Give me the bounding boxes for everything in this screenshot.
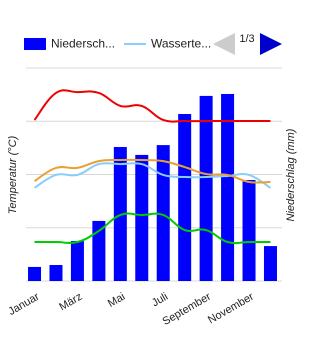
legend-label: Niedersch... xyxy=(51,37,115,51)
x-tick-label: Mai xyxy=(106,291,127,310)
legend-pager: 1/3 xyxy=(239,33,254,45)
bar xyxy=(242,180,256,281)
legend-label: Wasserte... xyxy=(151,37,211,51)
bar xyxy=(70,240,84,281)
line xyxy=(33,158,271,184)
x-tick-label: September xyxy=(160,291,213,328)
x-tick-label: März xyxy=(57,291,84,314)
line xyxy=(33,89,271,123)
x-tick-label: Januar xyxy=(6,291,41,318)
y2-axis-title: Niederschlag (mm) xyxy=(285,128,297,221)
bar xyxy=(263,246,277,281)
line xyxy=(33,162,272,189)
bar xyxy=(199,95,213,281)
line xyxy=(34,212,271,245)
next-page[interactable] xyxy=(260,33,282,55)
x-tick-label: November xyxy=(206,291,256,327)
prev-page[interactable] xyxy=(213,33,235,55)
bar xyxy=(135,154,149,281)
y-axis-title: Temperatur (°C) xyxy=(7,135,19,214)
bar xyxy=(178,114,192,282)
bar xyxy=(92,220,106,281)
bar xyxy=(49,265,63,281)
legend-swatch xyxy=(24,38,46,50)
x-tick-label: Juli xyxy=(150,291,170,310)
bar xyxy=(156,145,170,281)
bar xyxy=(28,266,42,281)
chart: 1/3 Temperatur (°C) Niederschlag (mm) Ni… xyxy=(6,33,297,328)
bar xyxy=(221,93,235,282)
